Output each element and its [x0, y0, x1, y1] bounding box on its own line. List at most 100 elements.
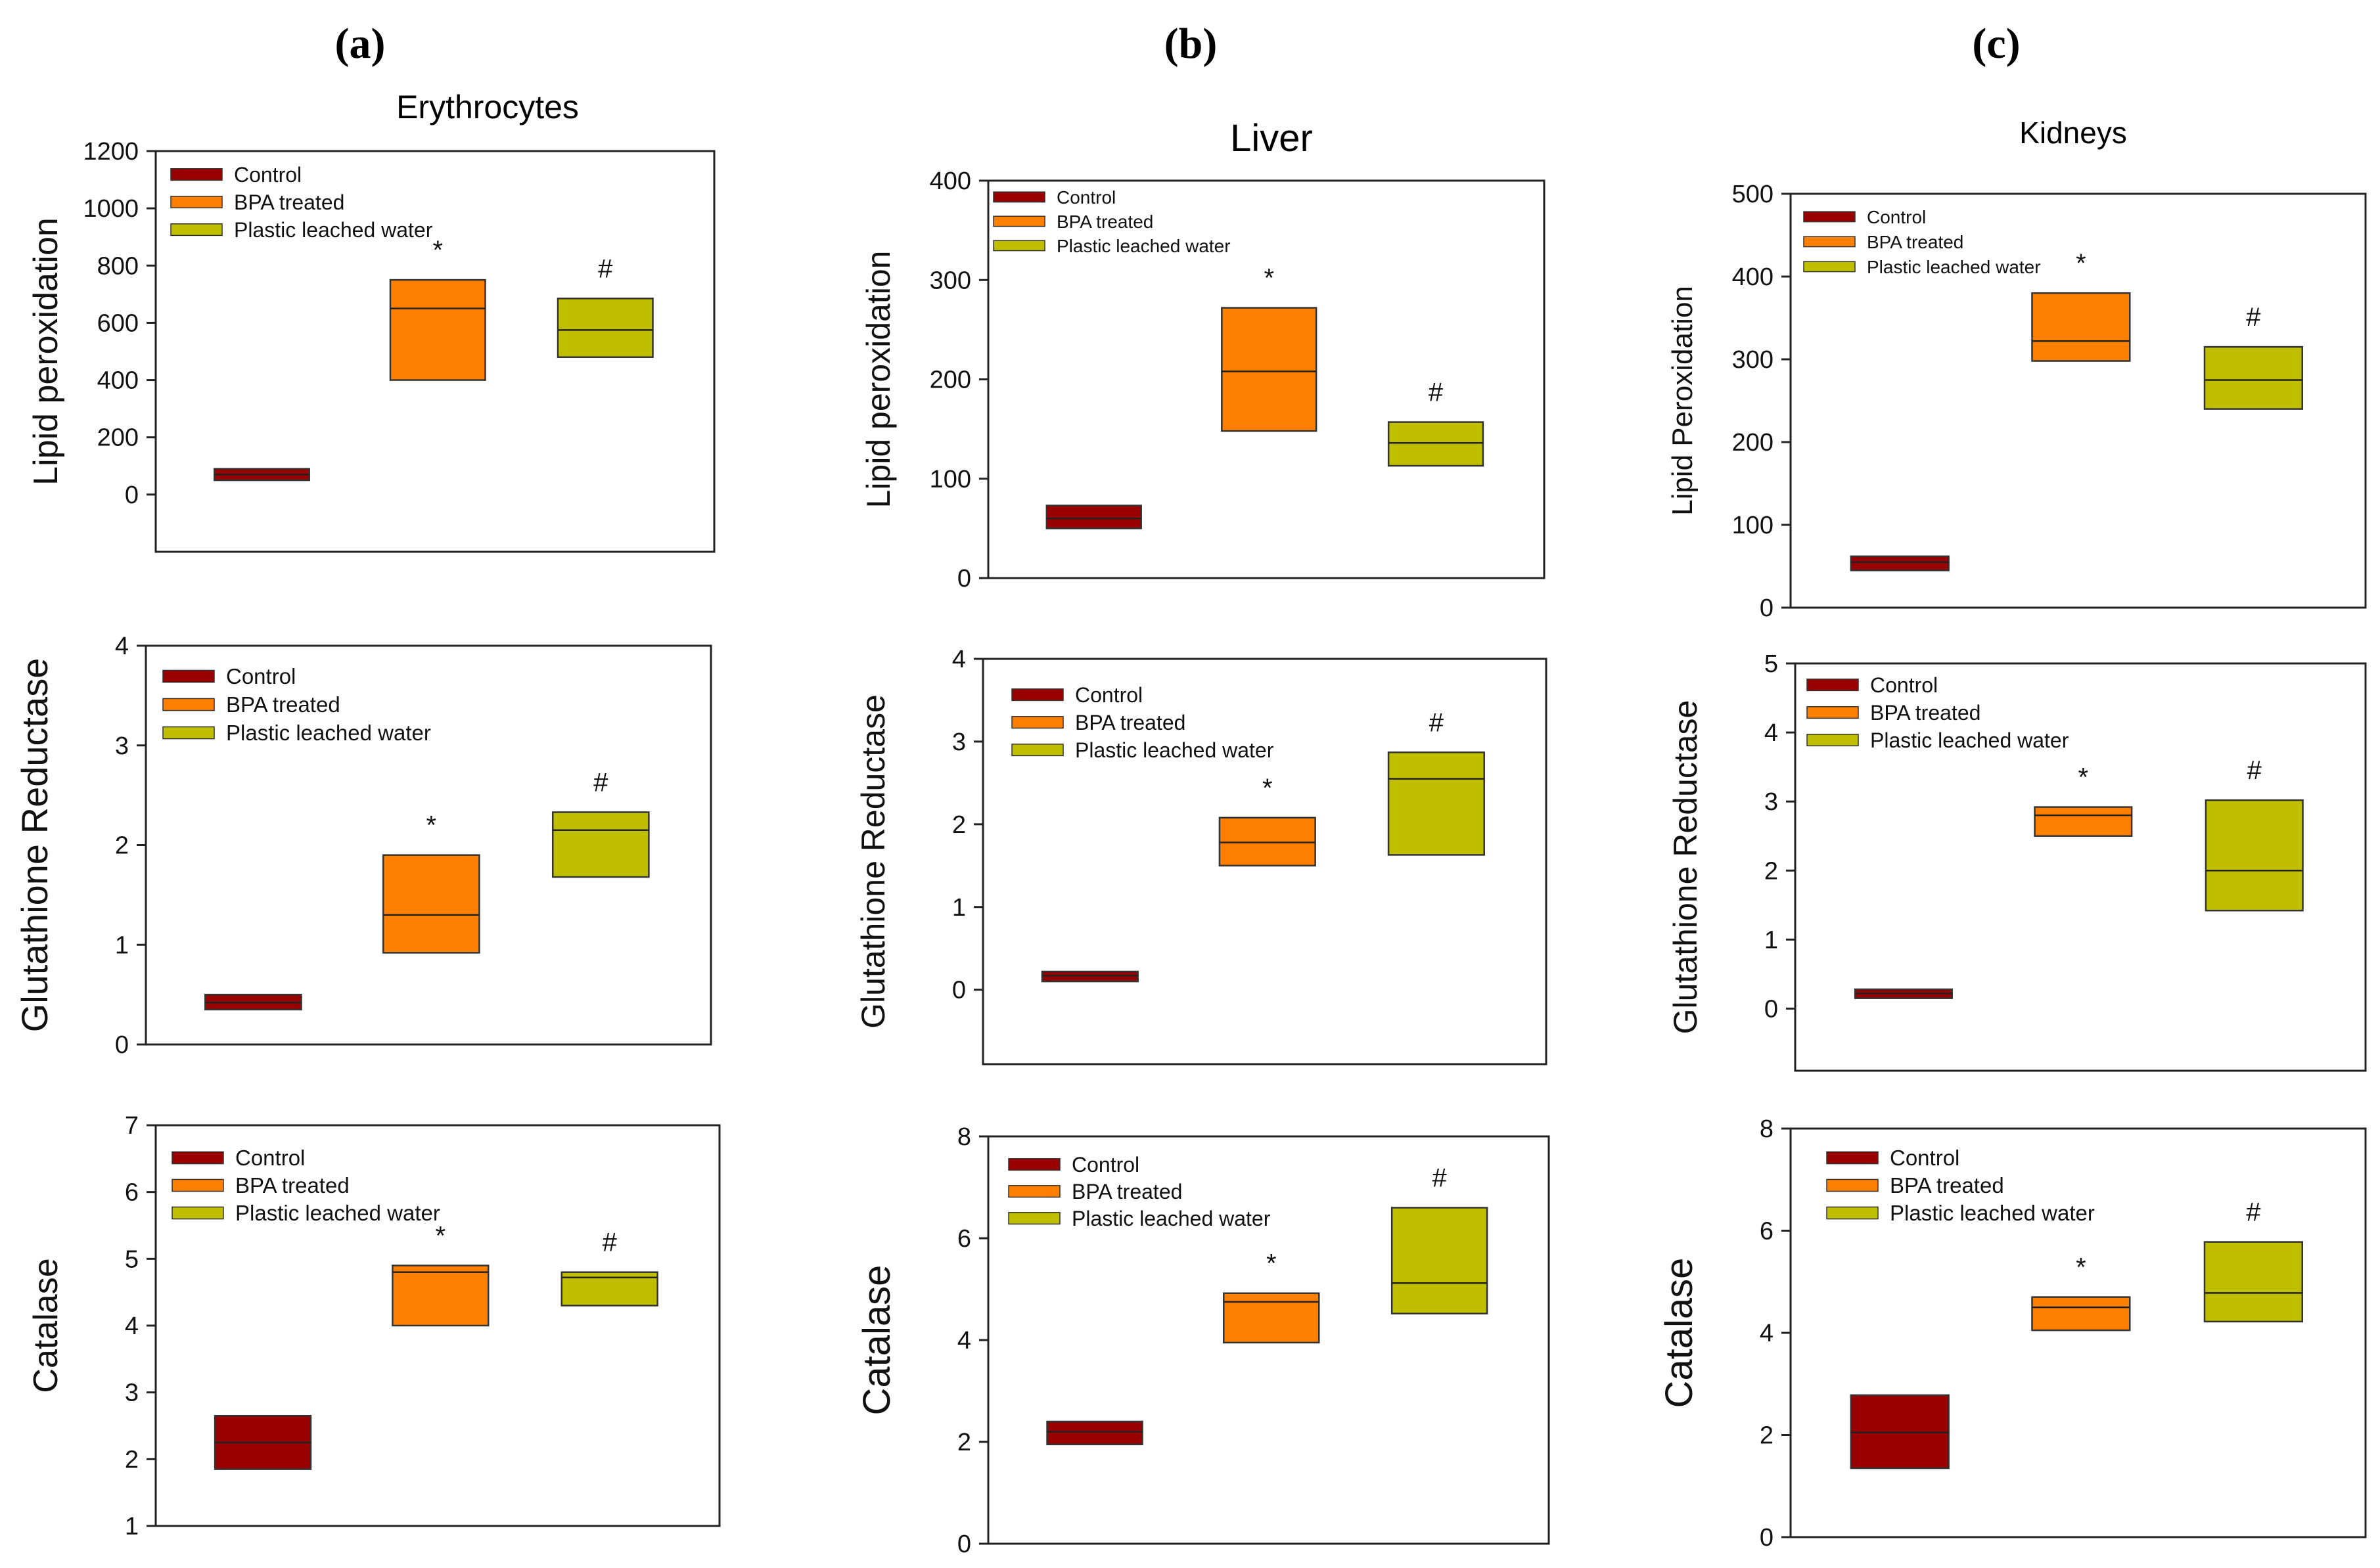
- legend-label-control: Control: [226, 664, 296, 688]
- y-tick-label: 100: [930, 466, 971, 493]
- box-plw-body: [1387, 751, 1485, 856]
- y-axis-label: Glutathione Reductase: [855, 694, 892, 1029]
- y-tick-label: 200: [930, 367, 971, 394]
- significance-marker: *: [432, 236, 443, 265]
- box-plw-body: [557, 298, 654, 358]
- y-tick-label: 3: [1764, 788, 1778, 816]
- legend-label-control: Control: [234, 163, 302, 187]
- box-control: [204, 993, 302, 1011]
- significance-marker: #: [598, 254, 613, 283]
- panel-tag-b: (b): [1164, 20, 1218, 68]
- legend-label-control: Control: [1075, 683, 1143, 707]
- legend-swatch-control: [1803, 211, 1856, 223]
- y-tick-label: 1000: [83, 195, 139, 223]
- box-plw-body: [1387, 421, 1484, 467]
- y-tick-label: 0: [957, 1531, 971, 1558]
- legend-swatch-control: [162, 669, 215, 683]
- y-tick-label: 600: [97, 309, 139, 337]
- box-control-body: [1046, 1420, 1143, 1446]
- significance-marker: #: [1429, 708, 1444, 737]
- significance-marker: *: [2076, 249, 2086, 278]
- y-tick-label: 0: [1760, 1524, 1774, 1552]
- y-tick-label: 1: [125, 1513, 139, 1540]
- y-axis-label: Lipid Peroxidation: [1666, 286, 1699, 516]
- legend: Control BPA treated Plastic leached water: [993, 187, 1231, 256]
- box-control-body: [1045, 504, 1142, 529]
- box-plw: #: [1387, 708, 1485, 856]
- y-tick-label: 2: [957, 1429, 971, 1456]
- box-plw: #: [561, 1228, 658, 1307]
- chart-a1: 0 200 400 600 800 1000 1200 Lipid peroxidation *…: [27, 138, 716, 553]
- significance-marker: *: [1264, 264, 1274, 293]
- box-plw-body: [2203, 1241, 2303, 1323]
- legend: Control BPA treated Plastic leached water: [1826, 1146, 2095, 1225]
- y-tick-label: 7: [125, 1112, 139, 1140]
- y-axis-label: Glutathione Reductase: [1667, 700, 1704, 1035]
- chart-b3: 0 2 4 6 8 Catalase * # Control BPA treated Plastic…: [856, 1123, 1550, 1558]
- box-bpa-body: [1218, 817, 1316, 867]
- y-tick-label: 2: [1764, 857, 1778, 885]
- y-tick-label: 200: [97, 424, 139, 452]
- legend-label-plw: Plastic leached water: [1870, 728, 2069, 752]
- legend-swatch-bpa: [1806, 706, 1859, 719]
- legend-label-plw: Plastic leached water: [1867, 257, 2041, 277]
- box-control: [214, 468, 310, 482]
- panel-tag-a: (a): [335, 20, 386, 68]
- box-control: [1854, 988, 1953, 999]
- y-tick-label: 4: [115, 633, 129, 660]
- box-plw-body: [2205, 799, 2304, 912]
- significance-marker: #: [2246, 303, 2261, 332]
- y-tick-label: 1: [115, 931, 129, 959]
- legend-label-bpa: BPA treated: [1870, 701, 1980, 725]
- legend-label-bpa: BPA treated: [234, 190, 344, 214]
- legend-swatch-bpa: [1011, 716, 1064, 729]
- legend-label-bpa: BPA treated: [1057, 212, 1153, 232]
- legend-label-control: Control: [1867, 207, 1926, 227]
- legend-label-plw: Plastic leached water: [234, 218, 433, 242]
- box-control: [1046, 1420, 1143, 1446]
- legend-label-bpa: BPA treated: [226, 692, 340, 717]
- box-bpa-body: [382, 854, 480, 954]
- y-axis-label: Glutathione Reductase: [14, 658, 55, 1033]
- box-control: [1041, 970, 1139, 983]
- box-bpa: *: [1221, 264, 1317, 432]
- legend-swatch-control: [172, 1151, 224, 1165]
- y-tick-label: 1: [952, 894, 966, 922]
- legend-label-control: Control: [1057, 187, 1116, 208]
- legend-label-control: Control: [1890, 1146, 1959, 1170]
- y-tick-label: 0: [125, 482, 139, 509]
- significance-marker: *: [1266, 1249, 1277, 1278]
- box-bpa: *: [389, 236, 486, 381]
- y-tick-label: 0: [957, 565, 971, 593]
- significance-marker: #: [2247, 756, 2262, 785]
- column-b-header: (b) Liver: [1164, 20, 1313, 160]
- column-a-header: (a) Erythrocytes: [335, 20, 579, 125]
- chart-b1: 0 100 200 300 400 Lipid peroxidation * # Control…: [860, 168, 1545, 593]
- significance-marker: #: [1429, 378, 1444, 407]
- y-tick-label: 400: [97, 367, 139, 395]
- legend-label-bpa: BPA treated: [235, 1173, 350, 1198]
- box-control: [214, 1415, 312, 1470]
- legend-label-bpa: BPA treated: [1072, 1180, 1182, 1203]
- box-plw: #: [551, 768, 650, 878]
- box-bpa: *: [1218, 774, 1316, 867]
- y-tick-label: 0: [1760, 594, 1774, 622]
- y-tick-label: 3: [125, 1379, 139, 1407]
- significance-marker: #: [593, 768, 608, 797]
- legend-swatch-control: [1008, 1158, 1061, 1171]
- y-tick-label: 300: [1732, 346, 1774, 374]
- box-bpa-body: [2034, 806, 2133, 837]
- y-tick-label: 1: [1764, 926, 1778, 954]
- significance-marker: #: [2246, 1198, 2261, 1227]
- y-tick-label: 8: [957, 1123, 971, 1151]
- legend: Control BPA treated Plastic leached water: [1011, 683, 1274, 762]
- plot-frame: [982, 658, 1547, 1065]
- y-tick-label: 0: [1764, 995, 1778, 1023]
- y-tick-label: 800: [97, 252, 139, 280]
- box-plw: #: [2203, 303, 2303, 410]
- y-axis-label: Catalase: [1658, 1258, 1701, 1408]
- legend-swatch-bpa: [172, 1178, 224, 1192]
- y-tick-label: 200: [1732, 429, 1774, 457]
